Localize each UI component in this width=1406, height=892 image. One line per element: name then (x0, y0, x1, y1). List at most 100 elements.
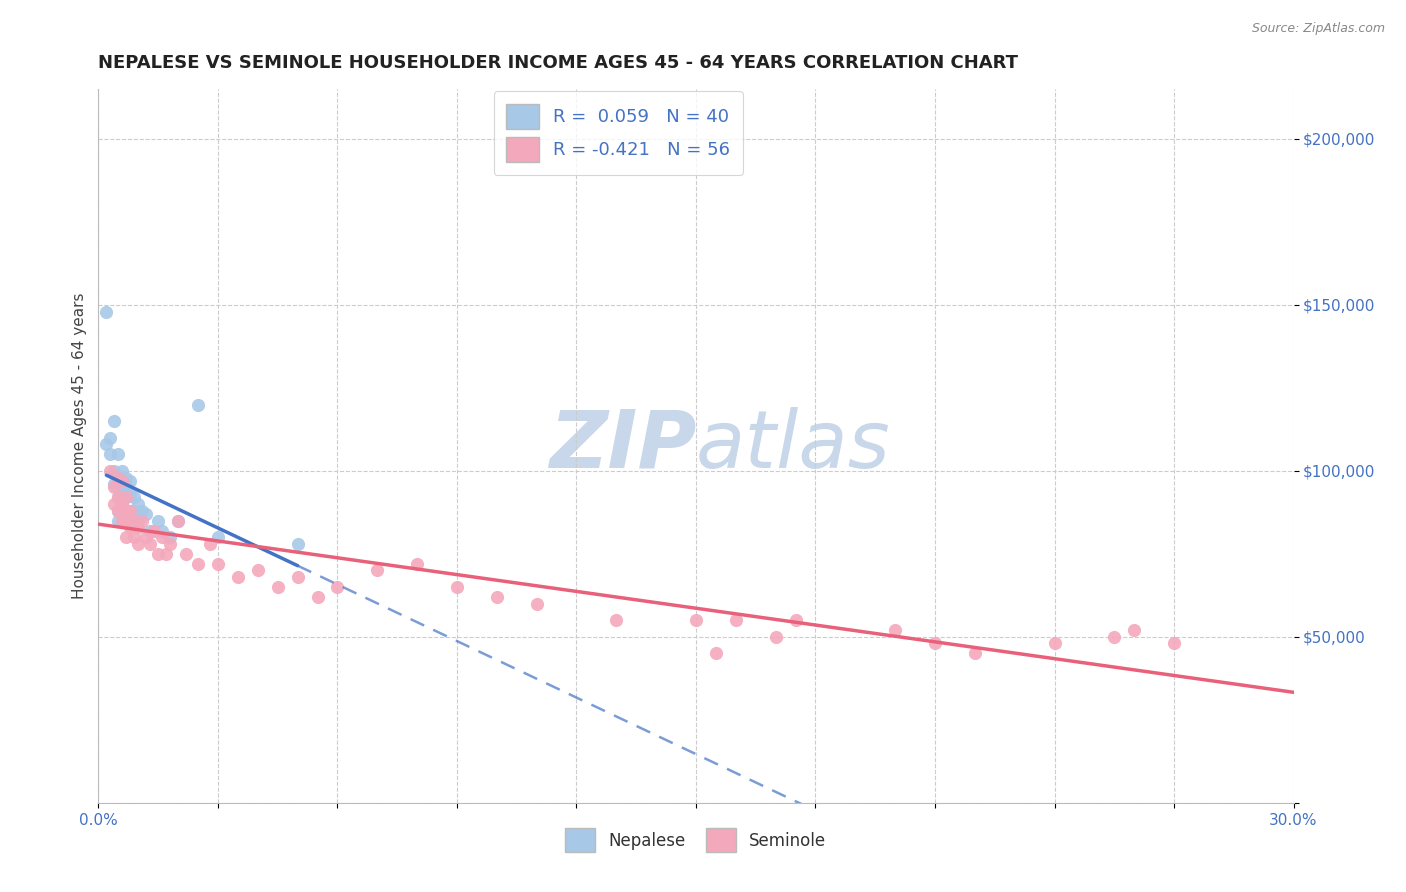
Point (207, 530, 229, 544)
Point (1043, 636, 1066, 650)
Point (96, 304, 118, 318)
Point (724, 613, 747, 627)
Point (127, 537, 149, 551)
Point (1104, 630, 1126, 644)
Point (115, 514, 138, 528)
Text: NEPALESE VS SEMINOLE HOUSEHOLDER INCOME AGES 45 - 64 YEARS CORRELATION CHART: NEPALESE VS SEMINOLE HOUSEHOLDER INCOME … (98, 54, 1018, 72)
Point (785, 613, 807, 627)
Point (107, 491, 129, 505)
Point (1163, 636, 1185, 650)
Point (98, 431, 122, 445)
Point (287, 570, 309, 584)
Point (765, 630, 787, 644)
Point (115, 514, 138, 528)
Point (187, 397, 209, 411)
Point (111, 474, 134, 488)
Point (107, 481, 129, 495)
Point (148, 514, 170, 528)
Point (148, 547, 170, 561)
Point (107, 504, 129, 518)
Point (605, 613, 627, 627)
Point (174, 547, 197, 561)
Point (139, 524, 162, 538)
Point (131, 514, 153, 528)
Point (96, 437, 118, 451)
Point (124, 514, 146, 528)
Point (127, 497, 149, 511)
Text: atlas: atlas (696, 407, 891, 485)
Point (704, 647, 727, 661)
Point (120, 520, 142, 534)
Point (115, 470, 138, 484)
Point (326, 580, 349, 594)
Point (267, 580, 290, 594)
Point (155, 547, 177, 561)
Point (485, 590, 508, 604)
Point (924, 636, 946, 650)
Point (103, 477, 125, 491)
Point (107, 447, 129, 461)
Point (103, 414, 125, 428)
Point (111, 464, 134, 478)
Point (187, 557, 209, 571)
Point (139, 537, 162, 551)
Point (127, 520, 149, 534)
Point (120, 474, 142, 488)
Point (159, 537, 181, 551)
Point (107, 504, 129, 518)
Point (107, 491, 129, 505)
Point (103, 481, 125, 495)
Point (167, 514, 190, 528)
Point (107, 470, 129, 484)
Point (406, 557, 429, 571)
Point (198, 537, 221, 551)
Point (107, 514, 129, 528)
Point (1123, 624, 1146, 638)
Point (115, 530, 138, 544)
Point (446, 580, 468, 594)
Point (103, 497, 125, 511)
Point (150, 530, 173, 544)
Point (167, 514, 190, 528)
Point (246, 564, 269, 578)
Point (884, 624, 907, 638)
Point (526, 597, 548, 611)
Point (111, 481, 134, 495)
Point (120, 487, 142, 501)
Point (963, 647, 986, 661)
Point (115, 491, 138, 505)
Point (124, 491, 146, 505)
Y-axis label: Householder Income Ages 45 - 64 years: Householder Income Ages 45 - 64 years (72, 293, 87, 599)
Point (98, 464, 122, 478)
Point (685, 613, 707, 627)
Point (115, 491, 138, 505)
Point (226, 570, 249, 584)
Point (111, 497, 134, 511)
Point (107, 470, 129, 484)
Point (115, 504, 138, 518)
Point (120, 504, 142, 518)
Point (111, 497, 134, 511)
Point (159, 530, 181, 544)
Point (307, 590, 329, 604)
Legend: Nepalese, Seminole: Nepalese, Seminole (558, 822, 834, 859)
Point (124, 504, 146, 518)
Point (135, 530, 157, 544)
Point (111, 514, 134, 528)
Point (127, 514, 149, 528)
Point (287, 537, 309, 551)
Point (124, 530, 146, 544)
Point (115, 481, 138, 495)
Point (111, 470, 134, 484)
Point (120, 504, 142, 518)
Point (150, 524, 173, 538)
Point (115, 504, 138, 518)
Point (131, 504, 153, 518)
Point (98, 447, 122, 461)
Point (143, 524, 166, 538)
Text: ZIP: ZIP (548, 407, 696, 485)
Point (111, 507, 134, 521)
Point (135, 507, 157, 521)
Point (103, 464, 125, 478)
Text: Source: ZipAtlas.com: Source: ZipAtlas.com (1251, 22, 1385, 36)
